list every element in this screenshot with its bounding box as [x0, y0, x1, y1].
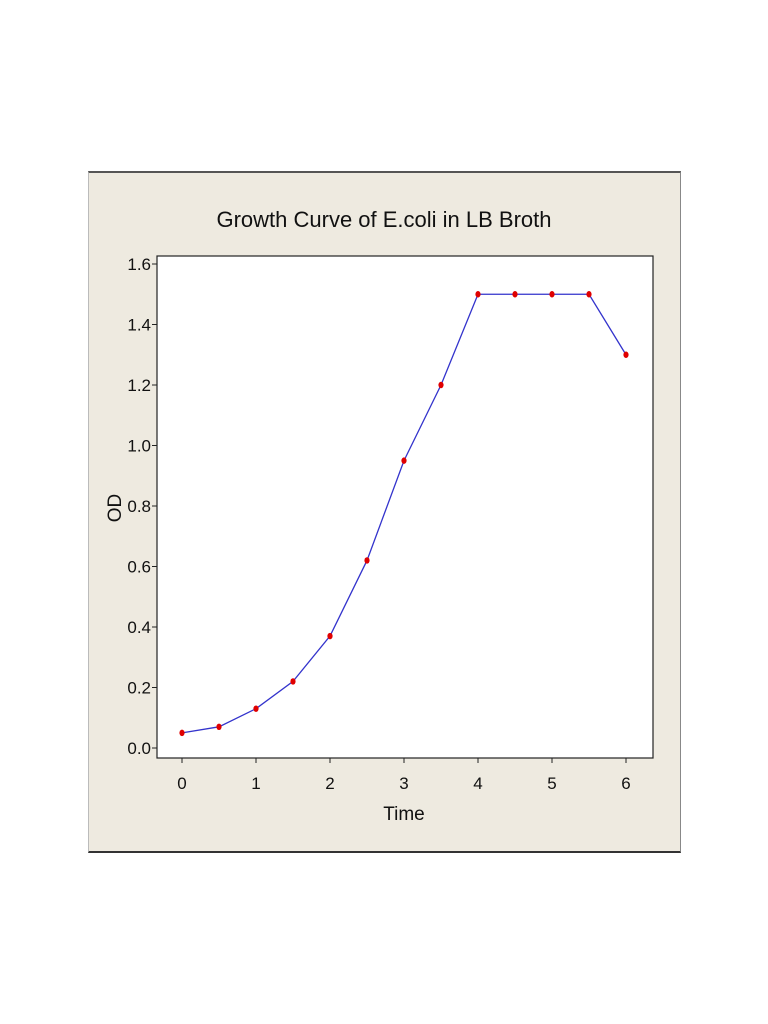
chart-title: Growth Curve of E.coli in LB Broth	[216, 207, 551, 232]
y-tick-label: 0.4	[127, 618, 151, 637]
x-axis: 0 1 2 3 4 5 6	[177, 758, 631, 793]
data-point	[327, 632, 333, 640]
data-point	[512, 291, 518, 298]
data-point	[401, 457, 407, 464]
data-point	[290, 678, 296, 685]
y-tick-label: 1.0	[127, 437, 151, 456]
x-tick-label: 2	[325, 774, 334, 793]
data-point	[623, 351, 629, 358]
y-tick-label: 0.0	[127, 739, 151, 758]
x-tick-label: 1	[251, 774, 260, 793]
x-tick-label: 5	[547, 774, 556, 793]
data-point	[586, 291, 592, 298]
x-tick-label: 3	[399, 774, 408, 793]
data-point	[179, 729, 185, 737]
data-point	[253, 705, 259, 712]
x-tick-label: 0	[177, 774, 186, 793]
data-point	[364, 557, 370, 564]
x-axis-label: Time	[383, 804, 425, 825]
x-tick-label: 4	[473, 774, 482, 793]
y-tick-label: 1.2	[127, 376, 151, 395]
y-tick-label: 0.2	[127, 679, 151, 698]
y-tick-label: 0.6	[127, 558, 151, 577]
y-axis: 0.0 0.2 0.4 0.6 0.8 1.0 1.2 1.4 1.6	[127, 255, 157, 758]
data-point	[549, 291, 555, 298]
y-tick-label: 0.8	[127, 497, 151, 516]
data-point	[475, 291, 481, 298]
y-tick-label: 1.6	[127, 255, 151, 274]
data-point	[438, 381, 444, 389]
y-axis-label: OD	[105, 494, 126, 523]
data-point	[216, 723, 222, 731]
data-markers	[179, 291, 629, 737]
plot-area	[156, 255, 654, 759]
x-tick-label: 6	[621, 774, 630, 793]
y-tick-label: 1.4	[127, 316, 151, 335]
